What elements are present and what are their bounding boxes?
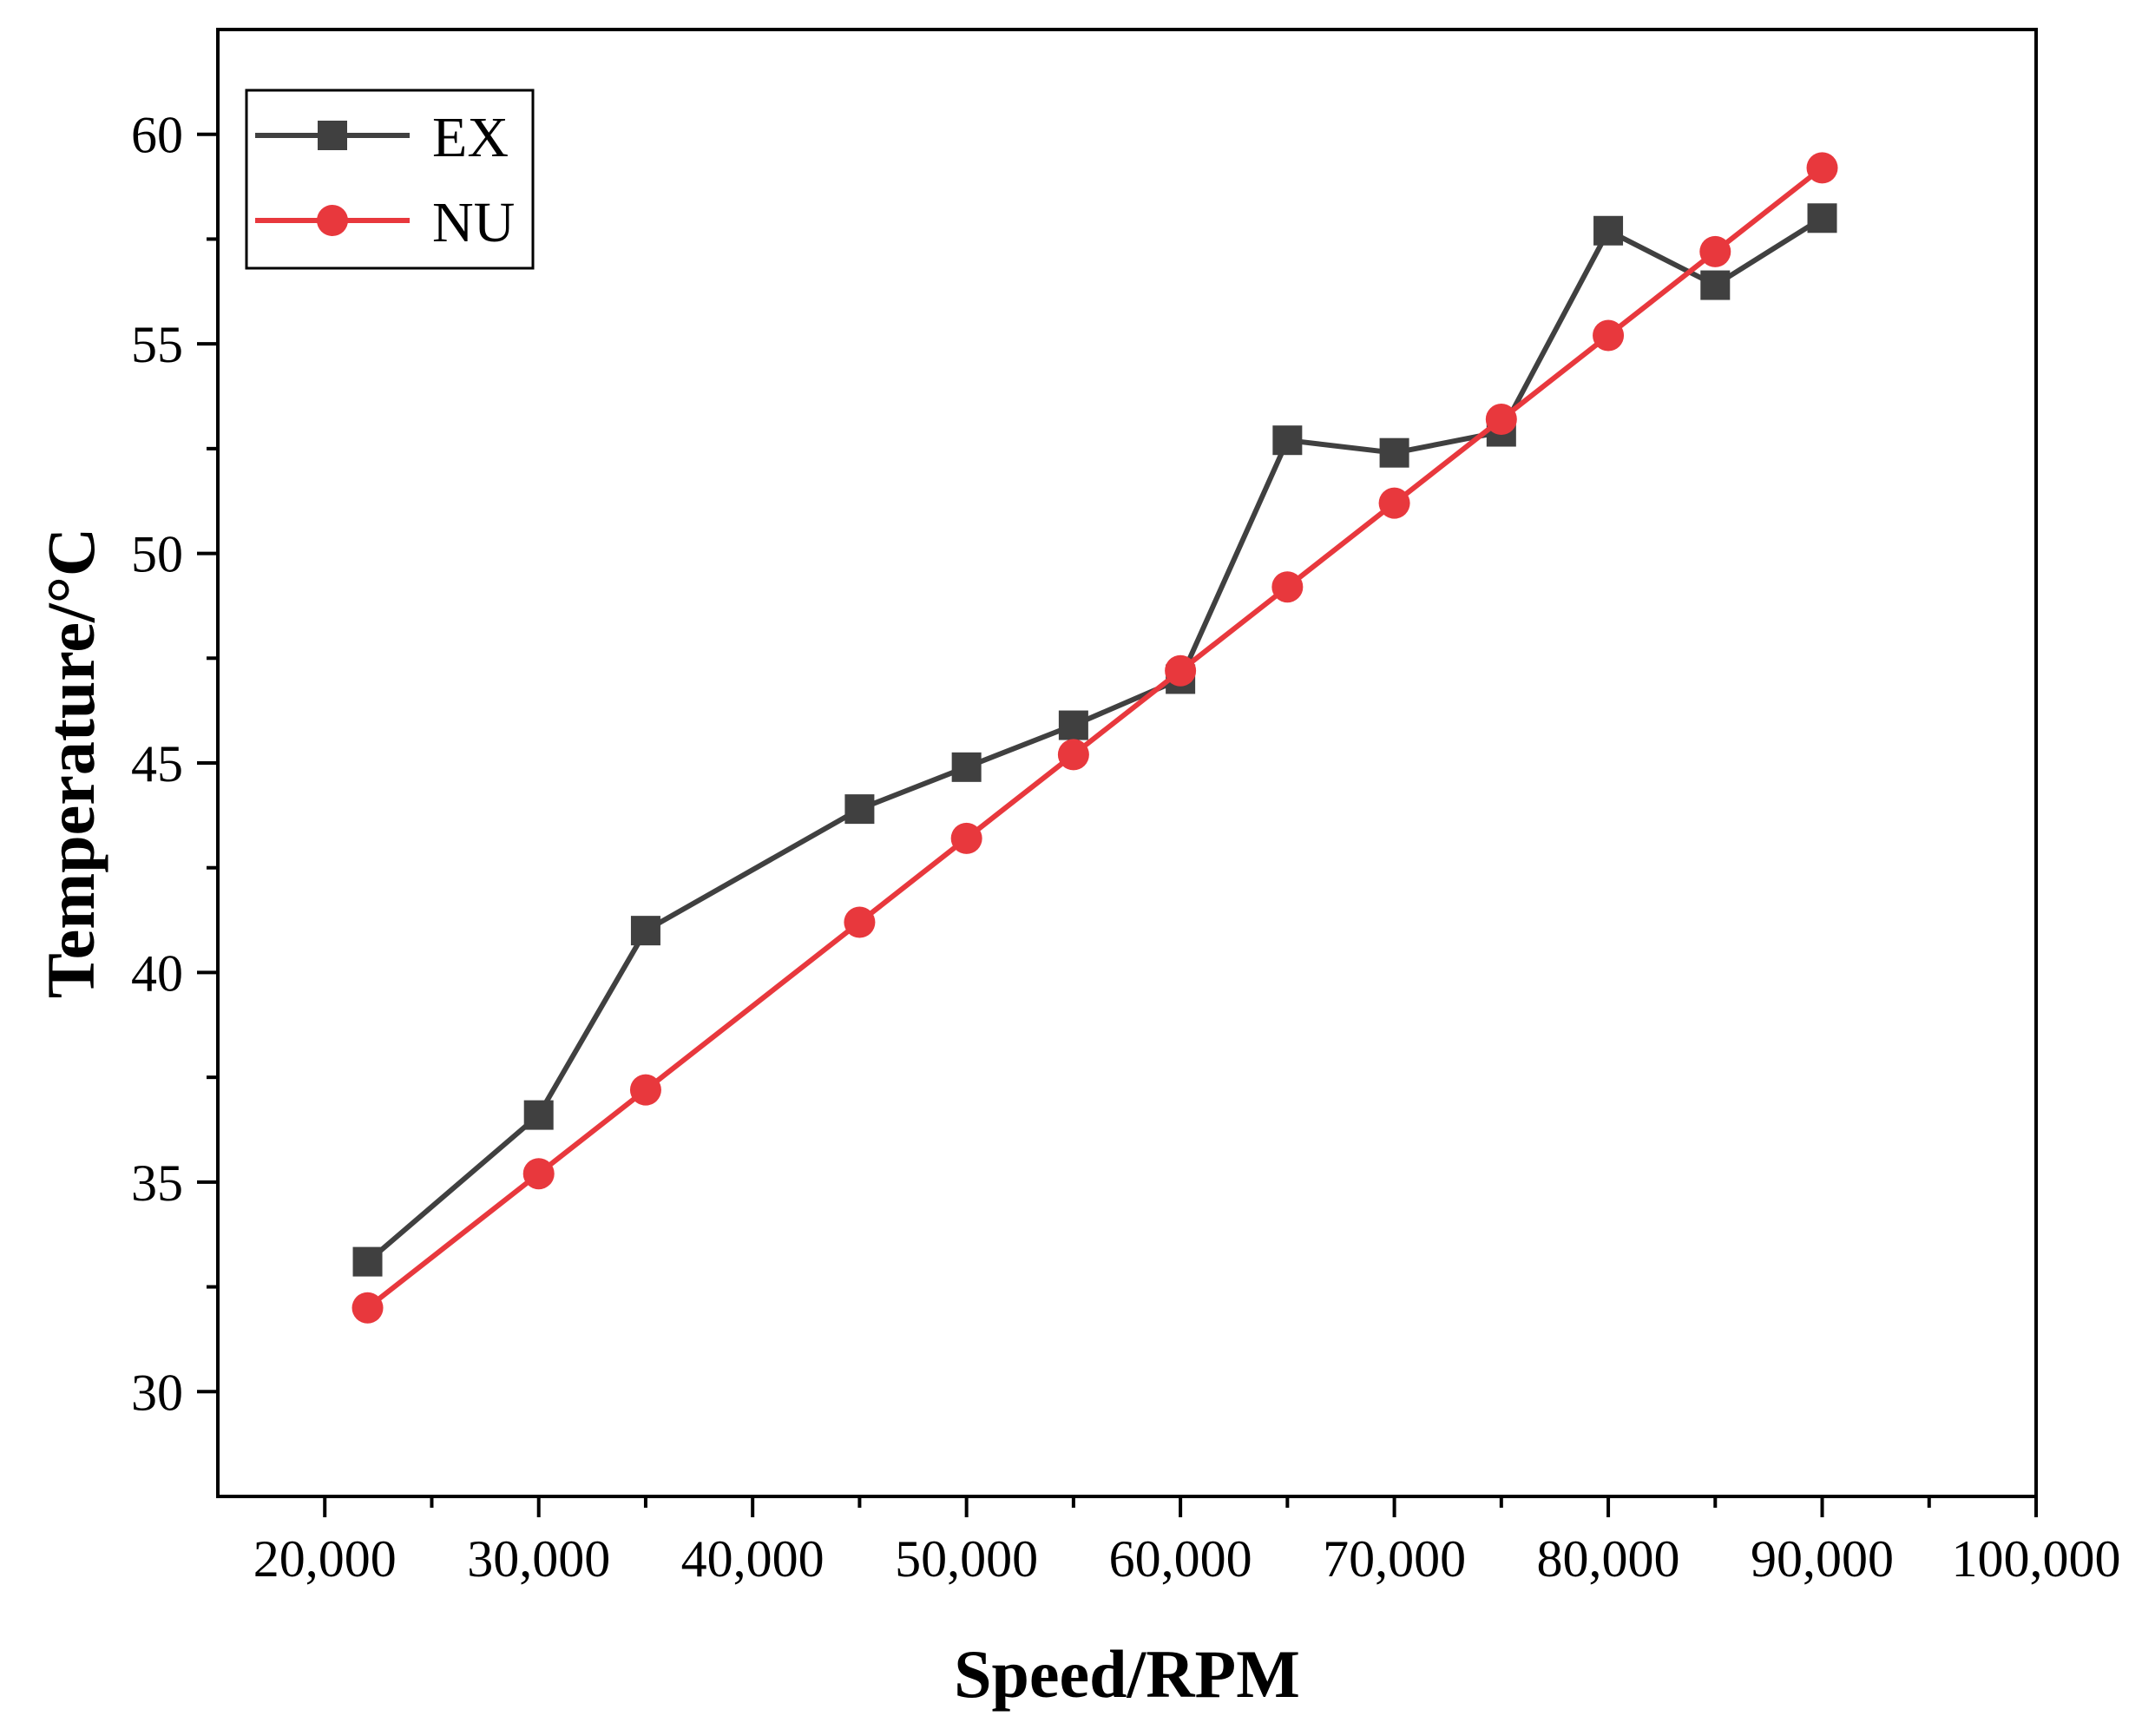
- y-tick-label: 30: [131, 1364, 183, 1421]
- legend-nu-label: NU: [432, 191, 515, 254]
- y-tick-label: 40: [131, 944, 183, 1002]
- series-ex-point: [352, 1246, 383, 1277]
- y-axis-title: Temperature/°C: [33, 528, 108, 998]
- series-nu-point: [629, 1074, 661, 1106]
- series-nu-point: [522, 1158, 555, 1190]
- y-tick-label: 45: [131, 735, 183, 792]
- series-nu-point: [844, 906, 876, 938]
- series-nu-point: [1806, 152, 1838, 184]
- x-tick-label: 90,000: [1751, 1530, 1894, 1588]
- y-tick-label: 60: [131, 107, 183, 164]
- x-tick-label: 30,000: [467, 1530, 610, 1588]
- plot-frame: [216, 28, 2038, 1498]
- tick-labels: 20,000 30,000 40,000 50,000 60,000 70,000 80,0…: [131, 107, 2121, 1588]
- x-tick-label: 40,000: [681, 1530, 825, 1588]
- series-nu-point: [352, 1292, 384, 1324]
- y-tick-label: 55: [131, 316, 183, 373]
- series-ex-point: [1700, 270, 1731, 300]
- x-tick-label: 20,000: [253, 1530, 397, 1588]
- x-tick-label: 60,000: [1109, 1530, 1252, 1588]
- x-tick-label: 50,000: [895, 1530, 1038, 1588]
- series-ex-point: [630, 916, 660, 946]
- x-tick-label: 100,000: [1952, 1530, 2121, 1588]
- series-nu-point: [1057, 739, 1089, 771]
- legend-ex-marker: [318, 121, 347, 150]
- series-ex-point: [1058, 710, 1088, 740]
- series-ex-point: [951, 752, 982, 782]
- series-nu: [352, 152, 1838, 1324]
- x-tick-label: 70,000: [1323, 1530, 1466, 1588]
- series-nu-point: [1699, 235, 1731, 267]
- y-tick-label: 50: [131, 526, 183, 583]
- series-ex-point: [1807, 203, 1837, 233]
- series-nu-point: [1485, 404, 1517, 436]
- series-nu-point: [1271, 571, 1304, 603]
- x-axis-title: Speed/RPM: [954, 1636, 1300, 1712]
- series-nu-point: [1165, 654, 1197, 687]
- legend: EX NU: [245, 89, 535, 270]
- series-nu-point: [1378, 487, 1410, 519]
- legend-box: [245, 89, 535, 270]
- axis-ticks: [197, 132, 2038, 1517]
- series-layer: [352, 152, 1838, 1324]
- series-nu-point: [950, 822, 982, 854]
- x-tick-label: 80,000: [1537, 1530, 1680, 1588]
- series-ex-point: [1379, 437, 1409, 468]
- series-ex-point: [523, 1100, 554, 1130]
- series-nu-point: [1593, 319, 1625, 352]
- series-ex-point: [1272, 425, 1303, 456]
- series-ex-point: [844, 794, 875, 825]
- series-ex-point: [1593, 215, 1624, 246]
- legend-ex-label: EX: [432, 106, 509, 169]
- legend-nu-marker: [317, 205, 348, 236]
- y-tick-label: 35: [131, 1154, 183, 1212]
